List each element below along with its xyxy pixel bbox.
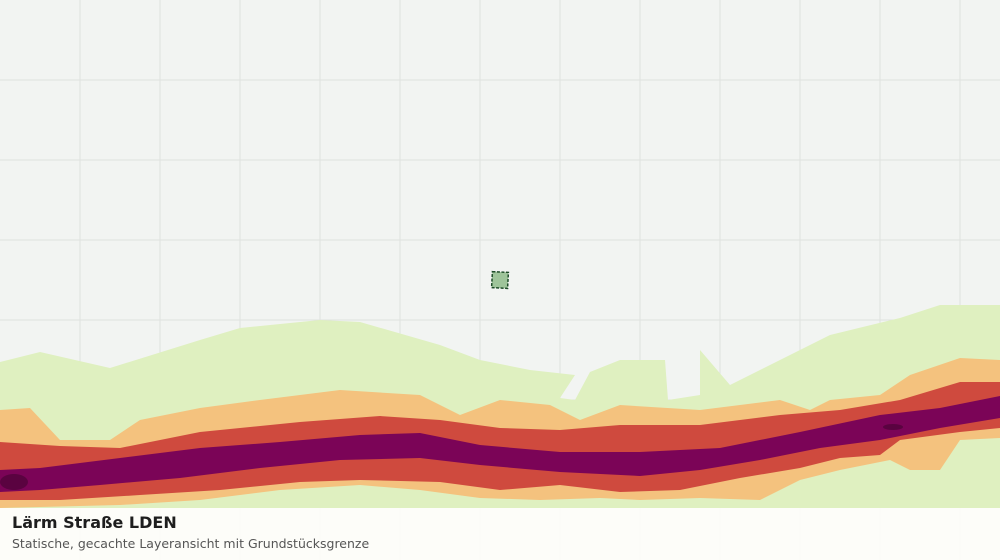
- noise-peak: [0, 474, 28, 490]
- parcel-boundary[interactable]: [490, 270, 510, 290]
- noise-zone-very-high: [0, 396, 1000, 492]
- caption-panel: [0, 508, 1000, 560]
- layer-title: Lärm Straße LDEN: [12, 513, 177, 532]
- layer-subtitle: Statische, gecachte Layeransicht mit Gru…: [12, 536, 369, 551]
- noise-zone-high: [0, 382, 1000, 500]
- noise-peak: [883, 424, 903, 430]
